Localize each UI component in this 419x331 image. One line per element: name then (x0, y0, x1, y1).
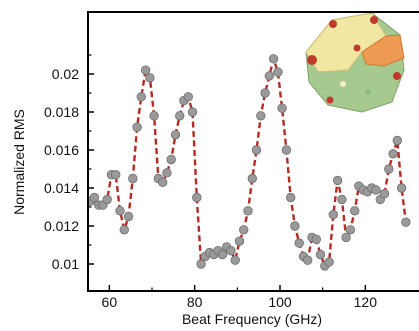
data-point (234, 236, 245, 246)
data-point (281, 145, 292, 155)
x-tick-label: 80 (187, 294, 203, 310)
data-point (260, 88, 270, 98)
data-point (183, 92, 194, 102)
data-point (187, 107, 198, 117)
data-point (162, 168, 172, 178)
protein-structure-illustration (305, 12, 405, 113)
data-point (192, 192, 202, 203)
data-point (123, 211, 134, 222)
x-tick-label: 100 (268, 294, 292, 310)
x-tick-label: 120 (354, 294, 378, 310)
data-point (230, 255, 240, 265)
data-point (247, 173, 258, 184)
y-tick-label: 0.016 (44, 142, 79, 158)
data-point (294, 238, 304, 248)
data-point (371, 185, 381, 195)
data-point (268, 54, 279, 64)
data-point (110, 169, 121, 180)
data-point (119, 225, 130, 235)
data-point (226, 245, 236, 256)
data-point (388, 149, 398, 159)
y-tick-label: 0.018 (44, 104, 79, 120)
data-point (170, 130, 181, 140)
data-point (264, 71, 275, 81)
data-point (243, 206, 253, 216)
data-point (145, 73, 155, 83)
data-point (384, 164, 394, 174)
data-point (132, 122, 142, 132)
data-point (102, 194, 112, 205)
y-axis-label: Normalized RMS (11, 109, 27, 215)
data-point (157, 177, 168, 188)
data-point (174, 111, 185, 121)
data-point (115, 206, 125, 216)
plot-frame (87, 11, 419, 292)
data-point (277, 103, 287, 113)
data-point (256, 111, 266, 121)
data-point (324, 257, 334, 267)
data-point (217, 249, 228, 260)
data-point (332, 175, 343, 186)
data-point (328, 209, 339, 220)
y-tick-label: 0.02 (52, 66, 79, 82)
data-point (345, 225, 356, 235)
data-point (303, 255, 313, 265)
data-point (290, 221, 300, 231)
y-tick-label: 0.014 (44, 180, 79, 196)
data-point (128, 173, 138, 184)
data-point (337, 194, 347, 205)
data-point (396, 183, 407, 193)
data-point (379, 188, 390, 199)
x-tick-label: 60 (102, 294, 118, 310)
y-tick-label: 0.01 (52, 256, 79, 272)
data-point (311, 234, 322, 245)
x-axis-label: Beat Frequency (GHz) (182, 311, 322, 327)
data-point (89, 192, 100, 203)
data-point (392, 135, 403, 146)
data-point (315, 249, 326, 260)
data-point (341, 232, 351, 243)
y-tick-label: 0.012 (44, 218, 79, 234)
data-point (196, 259, 206, 269)
plot-area (88, 12, 411, 271)
data-point (273, 67, 283, 77)
data-point (149, 111, 159, 121)
data-point (140, 65, 151, 75)
data-point (136, 92, 147, 102)
data-point (286, 192, 296, 203)
data-point (251, 145, 262, 155)
data-point (350, 206, 360, 216)
data-point (238, 225, 249, 235)
data-point (401, 217, 411, 227)
data-point (166, 154, 176, 165)
